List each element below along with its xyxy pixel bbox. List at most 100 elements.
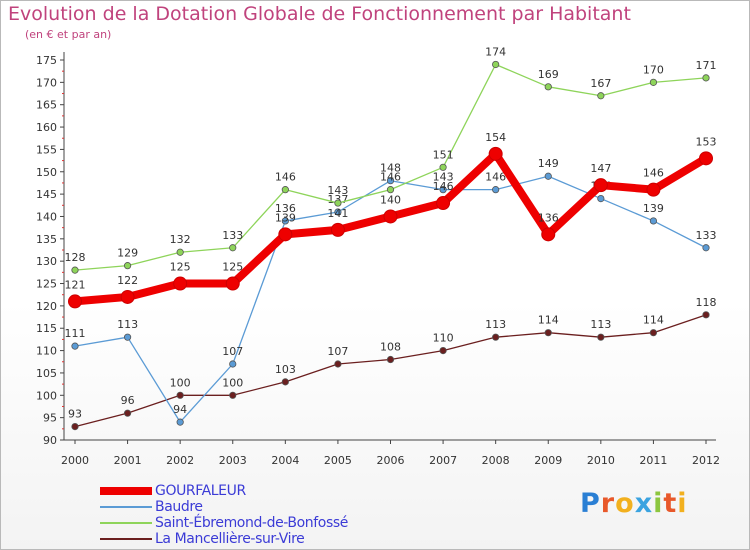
data-point bbox=[649, 217, 658, 225]
data-label: 154 bbox=[485, 131, 506, 144]
y-tick-label: 110 bbox=[36, 345, 57, 358]
data-label: 133 bbox=[222, 229, 243, 242]
data-label: 107 bbox=[327, 345, 348, 358]
y-tick-label: 125 bbox=[36, 278, 57, 291]
legend-label: Baudre bbox=[155, 499, 203, 515]
data-label: 113 bbox=[485, 318, 506, 331]
data-point bbox=[492, 186, 500, 194]
data-label: 110 bbox=[433, 332, 454, 345]
data-point bbox=[436, 196, 451, 211]
y-tick-label: 95 bbox=[43, 412, 57, 425]
x-tick-label: 2004 bbox=[271, 454, 299, 467]
y-tick-label: 170 bbox=[36, 76, 57, 89]
data-point bbox=[330, 222, 345, 237]
data-point bbox=[123, 409, 132, 417]
data-point bbox=[71, 342, 79, 350]
data-label: 108 bbox=[380, 341, 401, 354]
data-point bbox=[544, 329, 552, 337]
x-tick-label: 2002 bbox=[166, 454, 194, 467]
data-label: 149 bbox=[538, 157, 559, 170]
data-point bbox=[68, 294, 82, 309]
data-point bbox=[439, 186, 447, 194]
y-tick-label: 140 bbox=[36, 210, 57, 223]
data-point bbox=[593, 178, 608, 193]
data-point bbox=[646, 182, 661, 197]
data-point bbox=[123, 262, 132, 270]
data-label: 122 bbox=[117, 274, 138, 287]
x-tick-label: 2005 bbox=[324, 454, 352, 467]
data-label: 125 bbox=[170, 261, 191, 274]
legend-swatch-saint-ebremond bbox=[100, 522, 152, 524]
data-point bbox=[278, 227, 293, 242]
legend-swatch-la-manceliere bbox=[100, 538, 152, 540]
logo-letter: r bbox=[600, 488, 616, 519]
data-point bbox=[702, 311, 710, 319]
data-point bbox=[492, 333, 500, 341]
data-label: 143 bbox=[433, 171, 454, 184]
data-label: 146 bbox=[275, 171, 296, 184]
x-tick-label: 2000 bbox=[61, 454, 89, 467]
data-label: 146 bbox=[433, 180, 454, 193]
data-point bbox=[229, 391, 237, 399]
logo-letter: i bbox=[677, 488, 688, 519]
x-tick-label: 2003 bbox=[219, 454, 247, 467]
data-label: 100 bbox=[170, 376, 191, 389]
data-point bbox=[488, 146, 503, 161]
legend-swatch-baudre bbox=[100, 506, 152, 508]
data-point bbox=[334, 199, 342, 207]
data-label: 140 bbox=[380, 193, 401, 206]
data-point bbox=[386, 177, 395, 185]
data-point bbox=[225, 276, 240, 291]
x-tick-label: 2008 bbox=[482, 454, 510, 467]
data-point bbox=[649, 78, 658, 86]
x-tick-label: 2010 bbox=[587, 454, 615, 467]
data-point bbox=[71, 266, 79, 274]
data-point bbox=[439, 346, 447, 355]
logo-letter: x bbox=[634, 488, 654, 519]
data-point bbox=[386, 355, 395, 364]
chart-title: Evolution de la Dotation Globale de Fonc… bbox=[8, 3, 631, 25]
data-label: 146 bbox=[380, 171, 401, 184]
data-point bbox=[334, 360, 342, 368]
data-label: 136 bbox=[538, 211, 559, 224]
data-point bbox=[229, 360, 237, 368]
data-point bbox=[71, 422, 79, 431]
proxiti-logo: Proxiti bbox=[580, 488, 688, 519]
data-label: 174 bbox=[485, 45, 506, 58]
x-tick-label: 2009 bbox=[534, 454, 562, 467]
logo-letter: i bbox=[653, 488, 664, 519]
data-point bbox=[176, 418, 184, 426]
y-tick-label: 145 bbox=[36, 188, 57, 201]
y-tick-label: 115 bbox=[36, 322, 57, 335]
data-point bbox=[597, 194, 605, 203]
data-point bbox=[383, 209, 398, 224]
x-tick-label: 2011 bbox=[639, 454, 667, 467]
data-label: 103 bbox=[275, 363, 296, 376]
data-label: 114 bbox=[643, 314, 664, 327]
data-point bbox=[544, 83, 552, 91]
data-label: 148 bbox=[380, 162, 401, 175]
data-label: 143 bbox=[327, 184, 348, 197]
x-tick-label: 2006 bbox=[377, 454, 405, 467]
series-line-la-mancelli-re-sur-vire bbox=[74, 314, 707, 428]
data-label: 96 bbox=[121, 394, 135, 407]
data-label: 100 bbox=[222, 376, 243, 389]
data-label: 121 bbox=[65, 278, 86, 291]
data-label: 114 bbox=[538, 314, 559, 327]
y-tick-label: 160 bbox=[36, 121, 57, 134]
data-point bbox=[176, 248, 184, 256]
data-point bbox=[281, 217, 289, 225]
data-point bbox=[597, 333, 605, 341]
data-point bbox=[173, 276, 188, 291]
data-point bbox=[699, 151, 713, 166]
data-label: 136 bbox=[275, 202, 296, 215]
x-tick-label: 2007 bbox=[429, 454, 457, 467]
data-label: 132 bbox=[170, 233, 191, 246]
data-point bbox=[176, 391, 184, 399]
legend-swatch-gourfaleur bbox=[100, 487, 152, 495]
logo-letter: t bbox=[663, 488, 678, 519]
data-point bbox=[702, 74, 710, 82]
y-tick-label: 120 bbox=[36, 300, 57, 313]
data-label: 139 bbox=[275, 211, 296, 224]
